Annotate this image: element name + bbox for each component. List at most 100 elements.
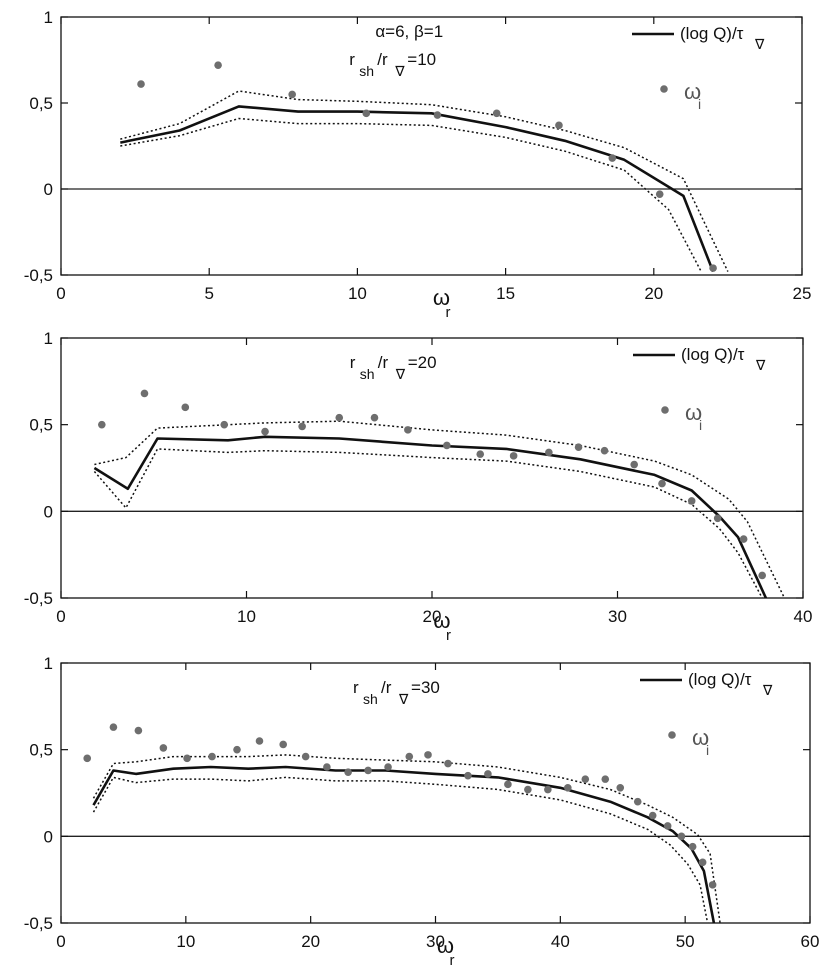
y-tick-label: 0,5	[29, 94, 53, 113]
legend: (log Q)/τ ∇ ωi	[632, 24, 765, 112]
series-line-logq	[120, 105, 715, 273]
ratio-label-sub-nabla: ∇	[398, 691, 409, 707]
series-line-logq	[93, 435, 768, 599]
data-point	[739, 535, 748, 543]
ratio-label-slash-r: /r	[377, 50, 388, 69]
data-point	[134, 726, 143, 735]
legend-marker-swatch	[668, 731, 676, 739]
legend-marker-sub: i	[699, 417, 702, 433]
legend-line-label: (log Q)/τ	[688, 670, 752, 689]
data-point	[616, 784, 625, 792]
data-point	[444, 759, 452, 768]
legend-marker-swatch	[661, 406, 669, 414]
ratio-label-slash-r: /r	[381, 678, 392, 697]
data-point	[608, 154, 617, 162]
data-point	[574, 443, 583, 452]
y-tick-label: 0,5	[29, 416, 53, 435]
data-point	[424, 751, 432, 759]
x-tick-label: 10	[348, 284, 367, 303]
x-tick-label: 0	[56, 607, 65, 626]
series-lower-bound	[92, 776, 709, 924]
x-tick-label: 40	[794, 607, 813, 626]
data-point	[109, 723, 118, 731]
data-point	[663, 822, 672, 830]
ratio-label-sub-sh: sh	[359, 63, 374, 79]
ratio-label-sub-nabla: ∇	[394, 63, 405, 79]
data-point	[298, 422, 306, 431]
data-point	[370, 413, 379, 422]
x-tick-label: 20	[423, 607, 442, 626]
series-lower-bound	[93, 448, 763, 599]
y-tick-label: 0,5	[29, 741, 53, 760]
series-upper-bound	[94, 420, 786, 599]
data-point	[709, 264, 717, 272]
series-upper-bound	[92, 754, 721, 924]
y-tick-label: 0	[44, 502, 53, 521]
data-point	[214, 61, 222, 69]
data-point	[687, 497, 696, 505]
ratio-label-sub-nabla: ∇	[395, 366, 406, 382]
x-tick-label: 20	[301, 932, 320, 951]
data-point	[630, 460, 638, 469]
data-point	[758, 571, 766, 580]
data-point	[98, 420, 106, 429]
x-tick-label: 30	[426, 932, 445, 951]
legend-line-sub: ∇	[755, 357, 766, 373]
legend-marker-label: ω	[692, 725, 709, 750]
data-point	[600, 446, 609, 455]
data-point	[658, 479, 666, 488]
x-tick-label: 50	[676, 932, 695, 951]
data-point	[509, 452, 518, 460]
data-point	[405, 752, 414, 761]
x-tick-label: 40	[551, 932, 570, 951]
x-axis-label: ω	[433, 608, 450, 633]
data-point	[633, 797, 642, 806]
data-point	[601, 775, 610, 783]
params-annotation: α=6, β=1	[375, 22, 443, 41]
data-point	[464, 771, 472, 780]
y-tick-label: 0	[44, 180, 53, 199]
data-point	[140, 389, 149, 398]
y-tick-label: 1	[44, 329, 53, 348]
x-tick-label: 60	[801, 932, 820, 951]
ratio-label-r: r	[353, 678, 359, 697]
legend: (log Q)/τ ∇ ωi	[640, 670, 773, 758]
data-point	[688, 842, 697, 851]
data-point	[555, 121, 563, 130]
data-point	[492, 109, 501, 118]
data-point	[323, 763, 331, 771]
data-point	[137, 80, 145, 88]
x-tick-label: 20	[644, 284, 663, 303]
data-point	[504, 780, 512, 789]
data-point	[443, 441, 451, 450]
ratio-label-slash-r: /r	[378, 353, 389, 372]
legend-line-sub: ∇	[762, 682, 773, 698]
data-point	[648, 811, 657, 820]
data-point	[279, 740, 288, 749]
data-point	[335, 413, 344, 422]
plot-frame	[60, 662, 811, 924]
data-point	[288, 90, 296, 99]
series-line-logq	[92, 765, 716, 924]
x-axis-label-sub: r	[446, 304, 451, 321]
data-point	[220, 420, 229, 429]
legend-line-label: (log Q)/τ	[681, 345, 745, 364]
data-point	[255, 737, 264, 745]
x-tick-label: 10	[176, 932, 195, 951]
legend-marker-swatch	[660, 85, 668, 93]
x-tick-label: 10	[237, 607, 256, 626]
y-tick-label: 1	[44, 654, 53, 673]
legend-line-sub: ∇	[754, 36, 765, 52]
data-point	[713, 514, 722, 523]
data-point	[677, 832, 686, 841]
data-point	[364, 766, 372, 775]
x-axis-label: ω	[433, 285, 450, 310]
x-tick-label: 0	[56, 932, 65, 951]
data-point	[181, 403, 190, 412]
x-axis-label-sub: r	[446, 627, 451, 644]
legend-marker-sub: i	[706, 742, 709, 758]
plot-frame	[60, 337, 804, 599]
data-point	[545, 448, 553, 457]
